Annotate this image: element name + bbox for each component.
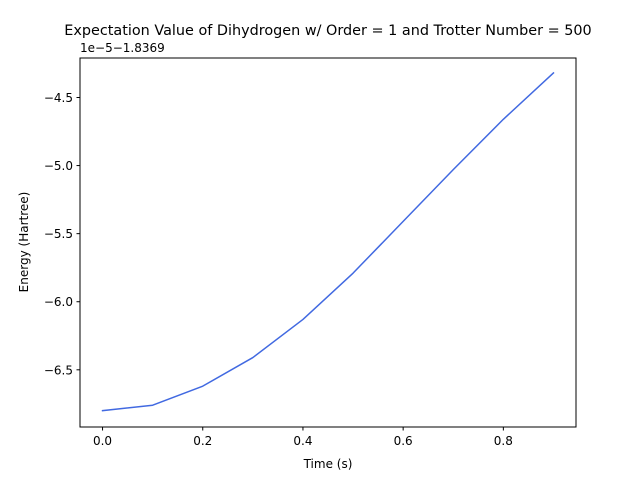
y-axis-ticks: −6.5 −6.0 −5.5 −5.0 −4.5 (44, 91, 80, 377)
axes-frame (79, 57, 577, 428)
x-axis-label: Time (s) (303, 457, 353, 471)
x-tick-label: 0.0 (93, 434, 112, 448)
y-tick-label: −6.5 (44, 363, 73, 377)
y-tick-label: −5.0 (44, 159, 73, 173)
x-tick-label: 0.6 (394, 434, 413, 448)
y-tick-label: −4.5 (44, 91, 73, 105)
y-axis-label: Energy (Hartree) (17, 192, 31, 293)
y-tick-label: −6.0 (44, 295, 73, 309)
y-axis-offset-label: 1e−5−1.8369 (80, 41, 165, 55)
x-tick-label: 0.2 (193, 434, 212, 448)
series-line (101, 71, 555, 412)
plot-area (79, 57, 577, 428)
chart-title: Expectation Value of Dihydrogen w/ Order… (64, 23, 591, 39)
series-layer (101, 71, 555, 412)
x-tick-label: 0.4 (293, 434, 312, 448)
y-tick-label: −5.5 (44, 227, 73, 241)
x-tick-label: 0.8 (494, 434, 513, 448)
x-axis-ticks: 0.0 0.2 0.4 0.6 0.8 (93, 427, 513, 448)
